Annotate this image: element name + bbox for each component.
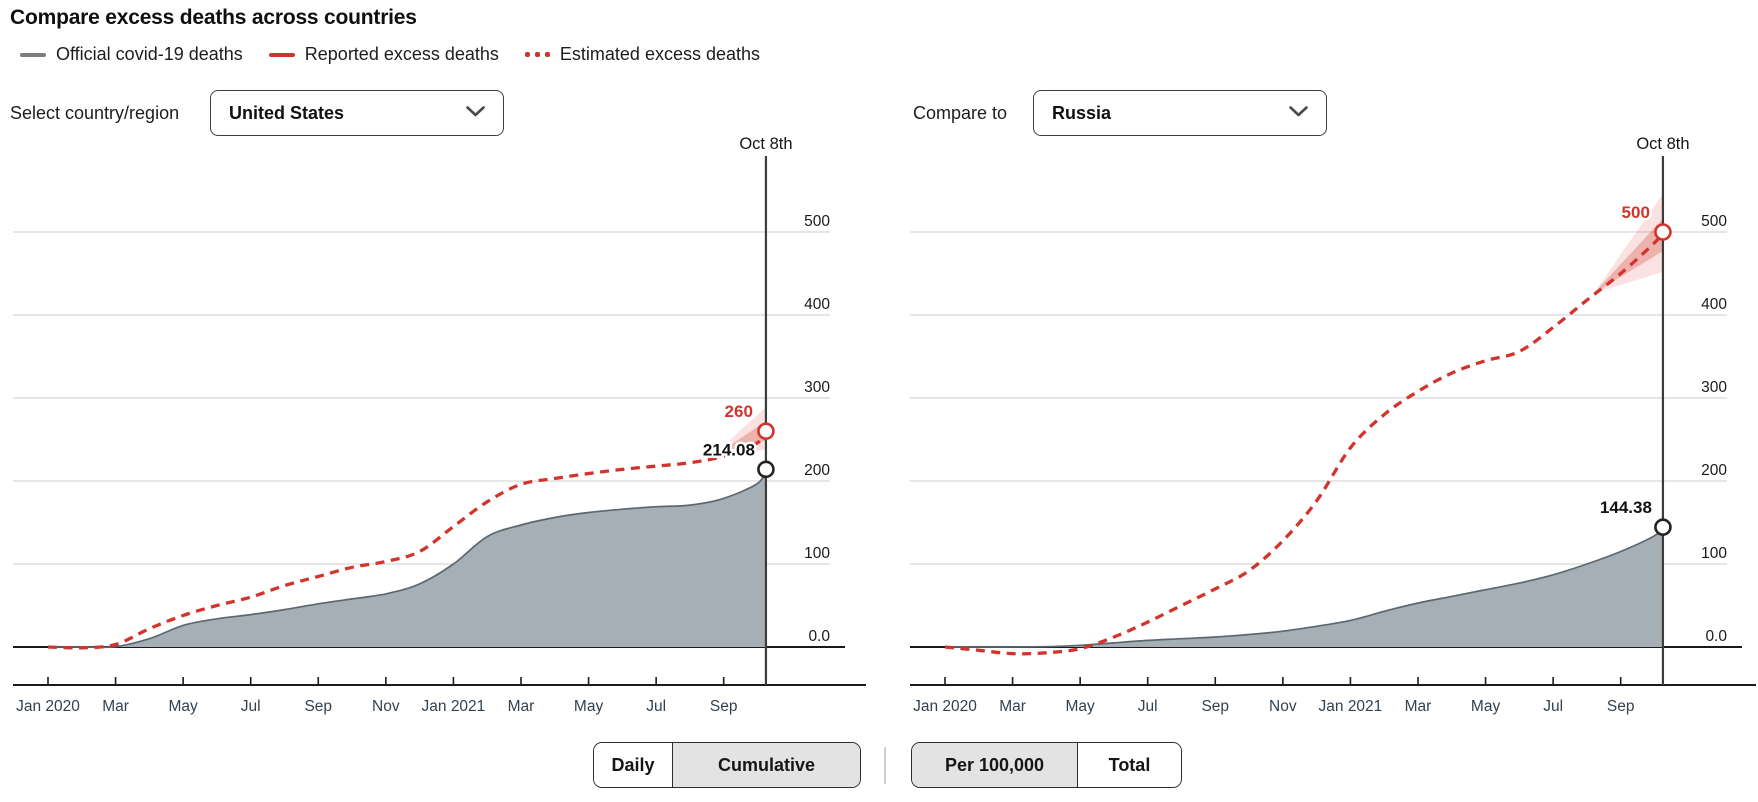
x-axis-label: Mar bbox=[1405, 698, 1432, 715]
estimated-end-marker bbox=[1654, 223, 1672, 241]
estimated-end-value: 500 bbox=[1622, 203, 1650, 222]
y-axis-label: 500 bbox=[804, 213, 830, 230]
estimated-end-value: 260 bbox=[725, 402, 753, 421]
chart-legend: Official covid-19 deaths Reported excess… bbox=[20, 44, 760, 65]
x-axis-label: Sep bbox=[1607, 698, 1635, 715]
x-axis-label: Jul bbox=[241, 698, 261, 715]
x-axis-label: Jan 2020 bbox=[16, 698, 80, 715]
compare-select[interactable]: Russia bbox=[1033, 90, 1327, 136]
toggle-cumulative[interactable]: Cumulative bbox=[672, 743, 860, 787]
page-title: Compare excess deaths across countries bbox=[10, 6, 417, 29]
legend-item-estimated: Estimated excess deaths bbox=[524, 44, 761, 65]
estimated-excess-line bbox=[944, 230, 1665, 656]
red-dots-swatch-icon bbox=[524, 52, 550, 57]
official-end-value: 144.38 bbox=[1600, 498, 1652, 517]
gray-line-swatch-icon bbox=[20, 52, 46, 57]
x-axis-label: Mar bbox=[102, 698, 129, 715]
legend-item-reported: Reported excess deaths bbox=[268, 44, 499, 65]
estimate-confidence-band-outer bbox=[1593, 193, 1663, 294]
toggle-total[interactable]: Total bbox=[1077, 743, 1181, 787]
estimate-confidence-band-outer bbox=[706, 407, 766, 462]
official-deaths-line bbox=[945, 526, 1664, 648]
x-axis-label: Mar bbox=[999, 698, 1026, 715]
compare-to-label: Compare to bbox=[913, 103, 1008, 123]
date-annotation: Oct 8th bbox=[1636, 135, 1689, 153]
legend-item-official: Official covid-19 deaths bbox=[20, 44, 243, 65]
x-axis-label: May bbox=[168, 698, 198, 715]
daily-cumulative-toggle: Daily Cumulative bbox=[593, 742, 861, 788]
official-deaths-line bbox=[47, 468, 767, 649]
country-select-value: United States bbox=[229, 102, 345, 123]
x-axis-label: Jul bbox=[646, 698, 666, 715]
y-axis-label: 300 bbox=[804, 379, 830, 396]
red-line-swatch-icon bbox=[268, 52, 295, 57]
official-end-marker bbox=[1654, 518, 1672, 536]
official-deaths-area bbox=[48, 469, 766, 648]
compare-select-value: Russia bbox=[1052, 102, 1112, 123]
x-axis-label: Nov bbox=[372, 698, 400, 715]
select-country-label: Select country/region bbox=[10, 103, 180, 123]
official-deaths-area bbox=[945, 527, 1663, 648]
y-axis-label: 400 bbox=[1701, 296, 1727, 313]
y-axis-label: 200 bbox=[804, 462, 830, 479]
legend-label: Reported excess deaths bbox=[304, 44, 499, 64]
official-end-marker bbox=[757, 460, 775, 479]
legend-label: Estimated excess deaths bbox=[559, 44, 761, 64]
x-axis-label: Jan 2021 bbox=[422, 698, 486, 715]
x-axis-label: Mar bbox=[508, 698, 535, 715]
estimate-confidence-band-inner bbox=[1593, 218, 1663, 294]
estimated-end-marker bbox=[757, 422, 775, 441]
x-axis-label: Jan 2021 bbox=[1319, 698, 1383, 715]
date-annotation: Oct 8th bbox=[739, 135, 792, 153]
x-axis-label: Sep bbox=[304, 698, 332, 715]
y-axis-label: 200 bbox=[1701, 462, 1727, 479]
country-select[interactable]: United States bbox=[210, 90, 504, 136]
y-axis-label: 0.0 bbox=[808, 628, 830, 645]
estimate-confidence-band-inner bbox=[706, 421, 766, 462]
x-axis-label: Jul bbox=[1543, 698, 1563, 715]
per100k-total-toggle: Per 100,000 Total bbox=[911, 742, 1182, 788]
x-axis-label: May bbox=[1471, 698, 1501, 715]
x-axis-label: May bbox=[1065, 698, 1095, 715]
chart-russia: 0.0 100 200 300 400 500 Jan 2020 Mar May Jul Sep No… bbox=[910, 133, 1756, 715]
toggle-daily[interactable]: Daily bbox=[594, 743, 672, 787]
y-axis-label: 500 bbox=[1701, 213, 1727, 230]
x-axis-label: Sep bbox=[1201, 698, 1229, 715]
x-axis-label: Sep bbox=[710, 698, 738, 715]
toggle-per-100000[interactable]: Per 100,000 bbox=[912, 743, 1077, 787]
official-end-value: 214.08 bbox=[703, 440, 755, 459]
x-axis-label: Jan 2020 bbox=[913, 698, 977, 715]
x-axis-label: Jul bbox=[1138, 698, 1158, 715]
toggle-groups-divider bbox=[884, 747, 886, 784]
x-axis-label: Nov bbox=[1269, 698, 1297, 715]
chevron-down-icon bbox=[466, 104, 485, 122]
y-axis-label: 300 bbox=[1701, 379, 1727, 396]
legend-label: Official covid-19 deaths bbox=[56, 44, 243, 64]
y-axis-label: 100 bbox=[804, 545, 830, 562]
y-axis-label: 0.0 bbox=[1705, 628, 1727, 645]
y-axis-label: 100 bbox=[1701, 545, 1727, 562]
y-axis-label: 400 bbox=[804, 296, 830, 313]
chart-united-states: 0.0 100 200 300 400 500 Jan 2020 Mar May Jul Sep No… bbox=[13, 133, 866, 715]
x-axis-label: May bbox=[574, 698, 604, 715]
chevron-down-icon bbox=[1289, 104, 1308, 122]
estimated-excess-line bbox=[47, 430, 768, 650]
